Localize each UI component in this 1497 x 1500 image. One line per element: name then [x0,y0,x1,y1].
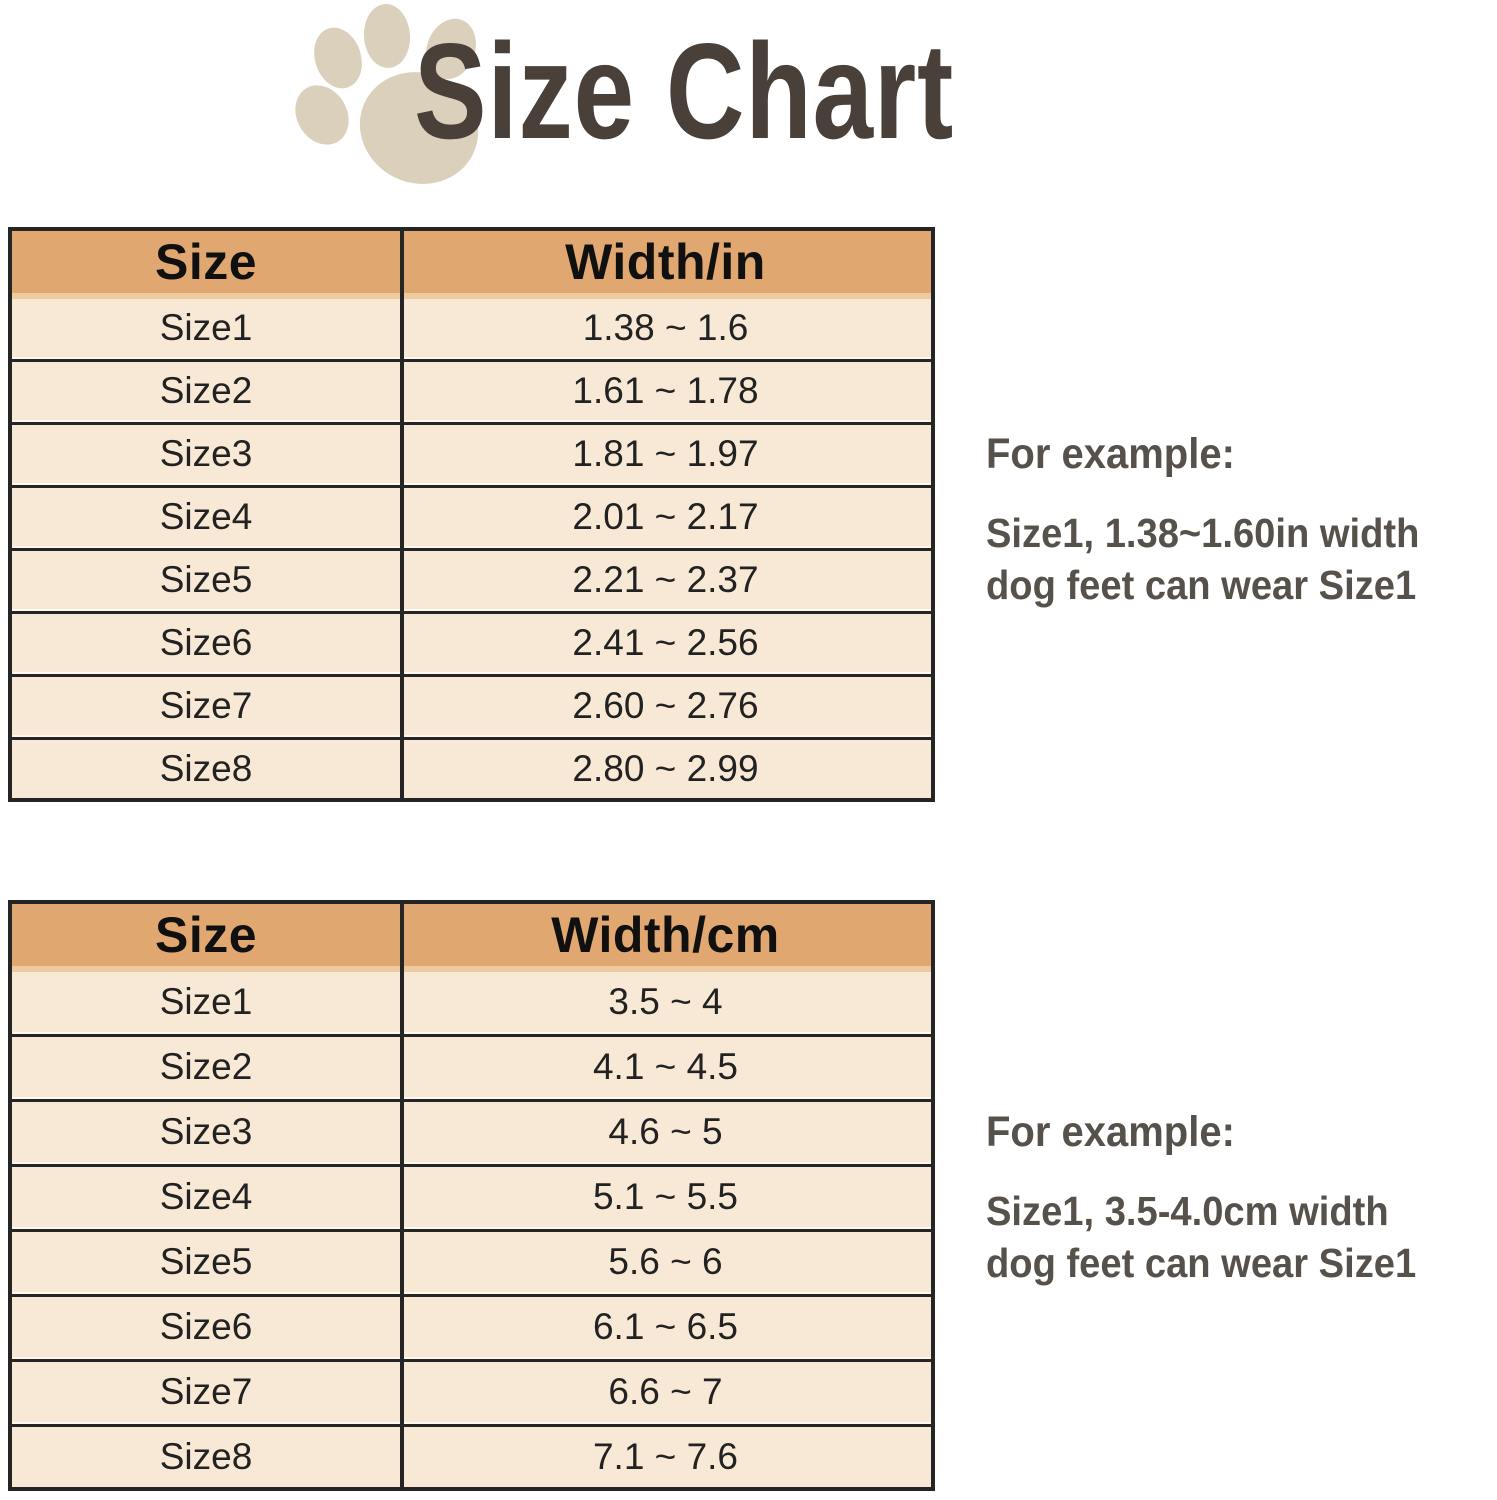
table-cell: Size7 [159,1371,253,1412]
table-cell: Size4 [159,496,253,537]
row-separator [12,1032,931,1037]
row-separator [12,1097,931,1102]
table-cell: Size1 [159,307,253,348]
table-row: Size6 2.41 ~ 2.56 [12,614,931,672]
table-cell: Size6 [159,622,253,663]
column-header-width-in: Width/in [565,234,766,290]
table-row: Size5 5.6 ~ 6 [12,1232,931,1292]
table-row: Size3 4.6 ~ 5 [12,1102,931,1162]
table-cell: Size2 [159,370,253,411]
example-line: dog feet can wear Size1 [986,1240,1417,1287]
table-cell: 3.5 ~ 4 [608,981,723,1022]
table-cell: 6.6 ~ 7 [608,1371,723,1412]
row-separator [12,1357,931,1362]
example-heading: For example: [986,1108,1235,1156]
table-cell: Size2 [159,1046,253,1087]
table-cell: 2.41 ~ 2.56 [572,622,759,663]
table-cell: 7.1 ~ 7.6 [592,1436,739,1477]
row-separator [12,672,931,677]
table-row: Size3 1.81 ~ 1.97 [12,425,931,483]
table-cell: 2.21 ~ 2.37 [572,559,759,600]
example-note-inches: For example: Size1, 1.38~1.60in width do… [986,430,1419,612]
table-cell: 1.38 ~ 1.6 [582,307,749,348]
table-cell: 5.1 ~ 5.5 [592,1176,739,1217]
table-cell: Size5 [159,559,253,600]
table-row: Size2 1.61 ~ 1.78 [12,362,931,420]
table-row: Size4 5.1 ~ 5.5 [12,1167,931,1227]
example-line: Size1, 3.5-4.0cm width [986,1188,1389,1234]
table-body: Size1 3.5 ~ 4 Size2 4.1 ~ 4.5 Size3 4.6 ~ 5 Si… [12,972,931,1487]
column-header-size: Size [154,907,258,963]
table-row: Size1 3.5 ~ 4 [12,972,931,1032]
page-title: Size Chart [414,15,955,167]
table-cell: 6.1 ~ 6.5 [592,1306,739,1347]
table-row: Size4 2.01 ~ 2.17 [12,488,931,546]
table-row: Size7 2.60 ~ 2.76 [12,677,931,735]
table-cell: Size4 [159,1176,253,1217]
table-cell: 2.01 ~ 2.17 [572,496,759,537]
table-cell: Size7 [159,685,253,726]
row-separator [12,483,931,488]
table-cell: Size3 [159,433,253,474]
table-cell: 2.60 ~ 2.76 [572,685,759,726]
table-cell: Size3 [159,1111,253,1152]
table-row: Size8 2.80 ~ 2.99 [12,740,931,798]
table-row: Size8 7.1 ~ 7.6 [12,1427,931,1487]
column-divider [400,231,404,798]
row-separator [12,1292,931,1297]
row-separator [12,420,931,425]
table-cell: Size8 [159,748,253,789]
row-separator [12,735,931,740]
row-separator [12,1162,931,1167]
table-cell: Size8 [159,1436,253,1477]
row-separator [12,1227,931,1232]
table-row: Size2 4.1 ~ 4.5 [12,1037,931,1097]
row-separator [12,1422,931,1427]
table-cell: 1.81 ~ 1.97 [572,433,759,474]
table-row: Size7 6.6 ~ 7 [12,1362,931,1422]
table-body: Size1 1.38 ~ 1.6 Size2 1.61 ~ 1.78 Size3 1.81… [12,299,931,798]
table-cell: 4.1 ~ 4.5 [592,1046,739,1087]
example-line: dog feet can wear Size1 [986,562,1417,609]
table-header-row: Size Width/cm [12,904,931,972]
row-separator [12,546,931,551]
table-cell: 1.61 ~ 1.78 [572,370,759,411]
paw-icon [295,4,479,184]
example-line: Size1, 1.38~1.60in width [986,510,1420,556]
column-header-size: Size [154,234,258,290]
table-cell: Size1 [159,981,253,1022]
table-cell: 2.80 ~ 2.99 [572,748,759,789]
example-heading: For example: [986,430,1235,478]
row-separator [12,357,931,362]
table-row: Size6 6.1 ~ 6.5 [12,1297,931,1357]
table-cell: 5.6 ~ 6 [608,1241,723,1282]
size-table-inches: Size Width/in Size1 1.38 ~ 1.6 Size2 1.61 ~… [8,227,935,802]
table-header-row: Size Width/in [12,231,931,299]
table-row: Size5 2.21 ~ 2.37 [12,551,931,609]
column-divider [400,904,404,1487]
size-table-cm: Size Width/cm Size1 3.5 ~ 4 Size2 4.1 ~ 4.5… [8,900,935,1491]
example-note-cm: For example: Size1, 3.5-4.0cm width dog … [986,1108,1416,1290]
row-separator [12,609,931,614]
column-header-width-cm: Width/cm [551,907,780,963]
table-cell: 4.6 ~ 5 [608,1111,723,1152]
table-cell: Size6 [159,1306,253,1347]
table-cell: Size5 [159,1241,253,1282]
table-row: Size1 1.38 ~ 1.6 [12,299,931,357]
